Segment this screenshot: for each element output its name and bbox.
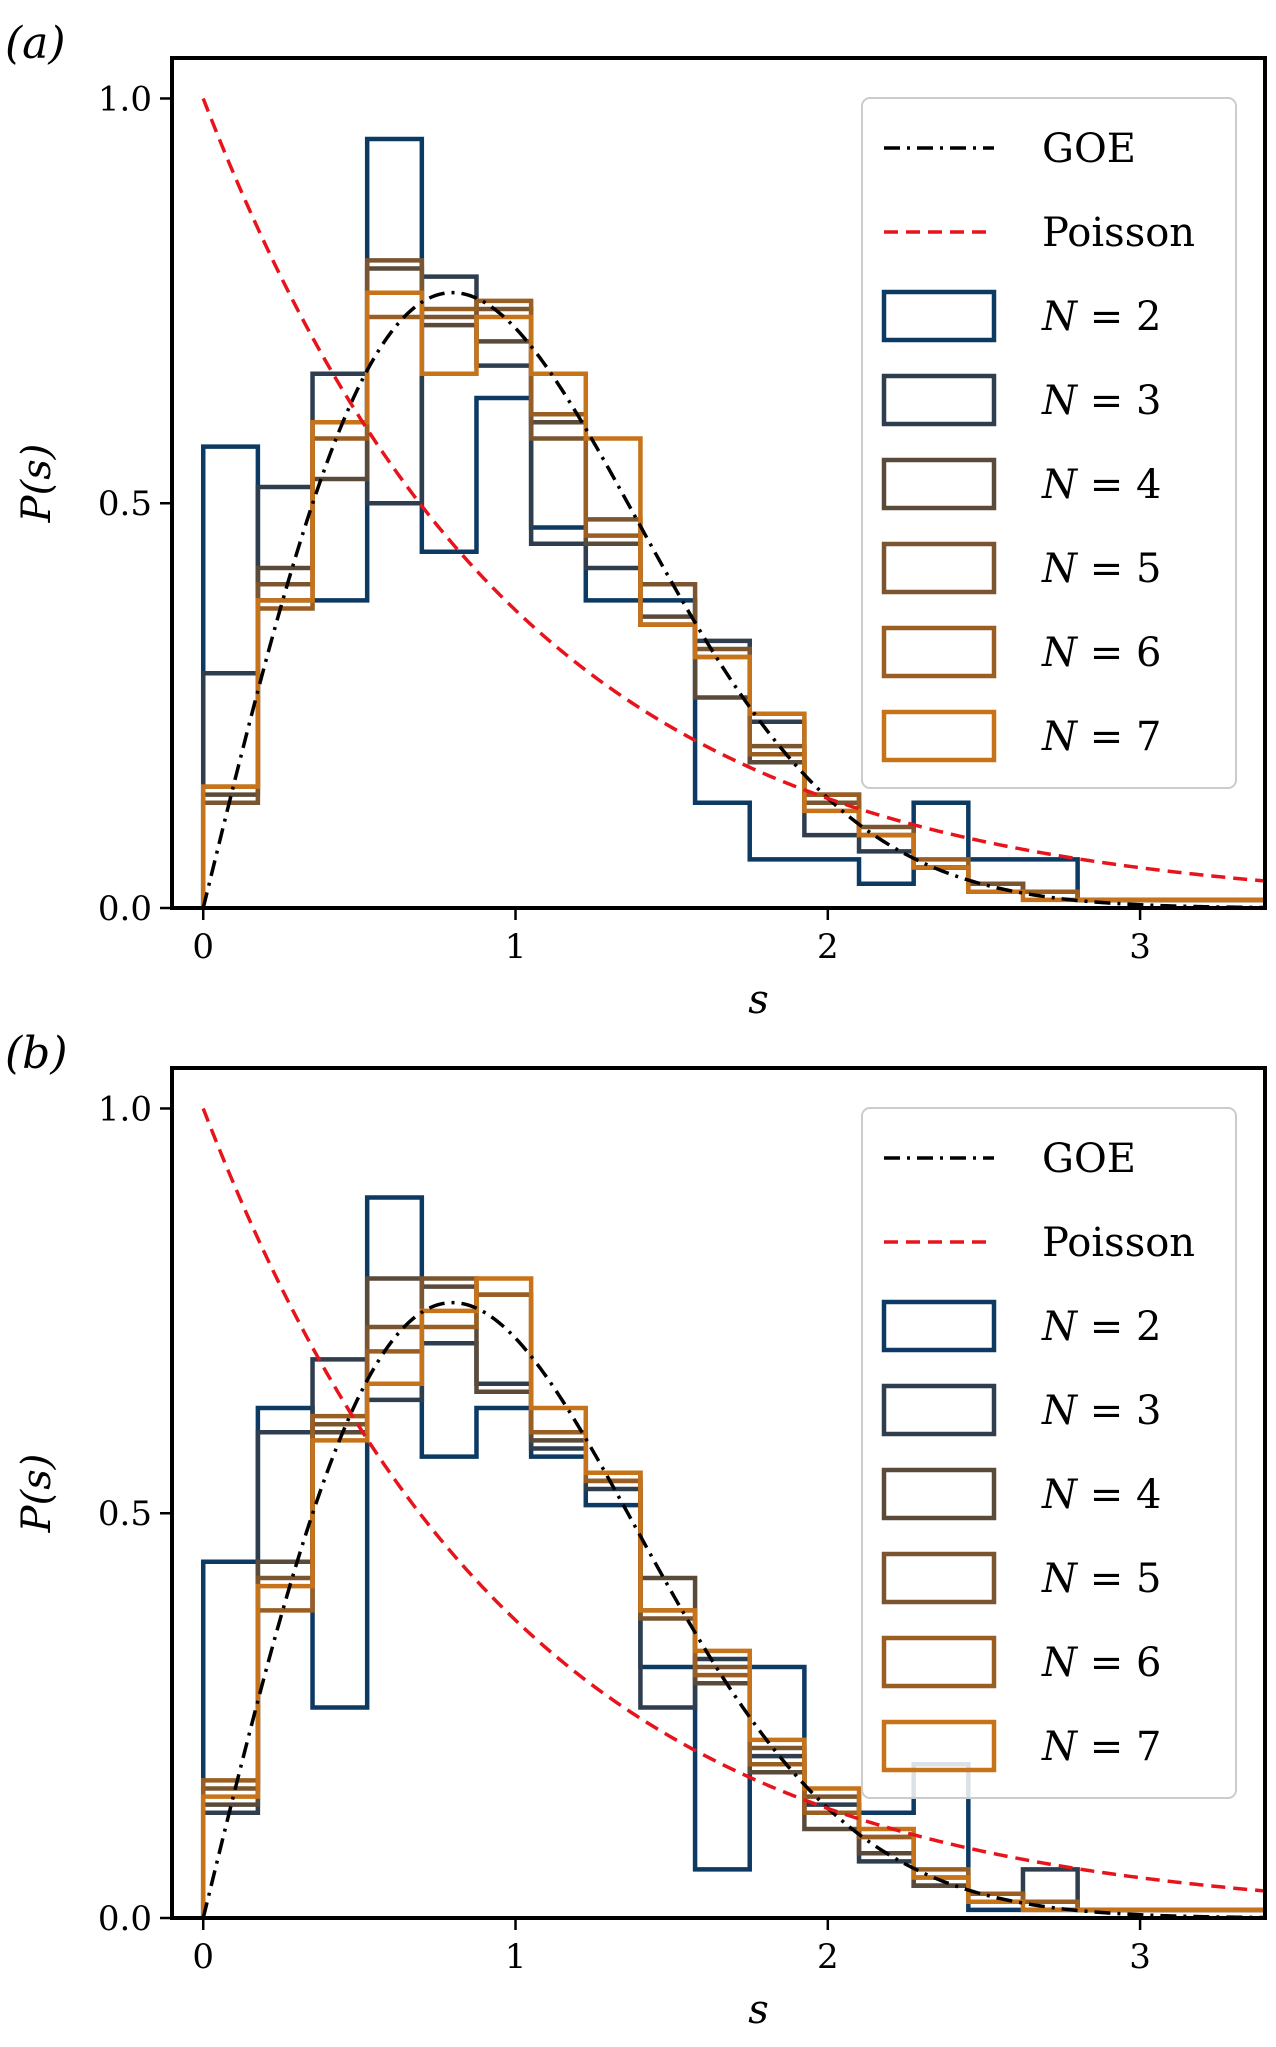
legend-series-swatch — [881, 1719, 997, 1773]
x-tick-label: 0 — [192, 927, 214, 967]
y-tick-label: 1.0 — [98, 79, 152, 119]
legend-series-label: N = 5 — [1041, 546, 1161, 592]
plot-area — [200, 1107, 1265, 1918]
y-tick-label: 1.0 — [98, 1089, 152, 1129]
legend-series-swatch — [881, 1551, 997, 1605]
panel-label: (b) — [5, 1028, 68, 1079]
legend-series-label: N = 6 — [1041, 1640, 1161, 1686]
legend-box — [861, 97, 1237, 789]
x-tick-label: 2 — [817, 927, 839, 967]
poisson-curve — [201, 1107, 1265, 1893]
x-tick-label: 2 — [817, 1937, 839, 1977]
axes-frame — [170, 1066, 1267, 1920]
legend-series-swatch — [881, 1635, 997, 1689]
y-axis-label: P(s) — [14, 444, 60, 524]
x-tick-label: 1 — [505, 1937, 527, 1977]
x-tick-label: 1 — [505, 927, 527, 967]
legend-series-label: N = 4 — [1041, 462, 1161, 508]
legend-series-label: N = 7 — [1041, 714, 1161, 760]
panel-a: 0 1 2 3 0.0 0.5 1.0 s P(s) (a) GOE Poisson N = 2 N = … — [5, 18, 1267, 1023]
x-tick-label: 0 — [192, 1937, 214, 1977]
legend-goe-label: GOE — [1042, 1136, 1136, 1182]
histogram-series-n7 — [200, 290, 1265, 908]
legend-poisson-label: Poisson — [1042, 210, 1195, 256]
legend-series-swatch — [881, 625, 997, 679]
legend-box — [861, 1107, 1237, 1799]
y-tick-label: 0.5 — [98, 484, 152, 524]
legend-series-label: N = 4 — [1041, 1472, 1161, 1518]
legend-series-swatch — [881, 709, 997, 763]
legend-series-swatch — [881, 1299, 997, 1353]
legend-series-swatch — [881, 1467, 997, 1521]
legend: GOE Poisson N = 2 N = 3 N = 4 N = 5 N = 6 N = 7 — [861, 1107, 1237, 1799]
legend-series-swatch — [881, 289, 997, 343]
legend-poisson-label: Poisson — [1042, 1220, 1195, 1266]
x-tick-label: 3 — [1129, 927, 1151, 967]
legend-series-label: N = 3 — [1041, 378, 1161, 424]
y-tick-label: 0.0 — [98, 889, 152, 929]
x-tick-label: 3 — [1129, 1937, 1151, 1977]
axes-frame — [170, 56, 1267, 910]
poisson-curve — [201, 97, 1265, 883]
legend-series-label: N = 3 — [1041, 1388, 1161, 1434]
y-tick-label: 0.0 — [98, 1899, 152, 1939]
panel-label: (a) — [5, 18, 66, 69]
legend-series-swatch — [881, 541, 997, 595]
y-tick-label: 0.5 — [98, 1494, 152, 1534]
legend-series-label: N = 6 — [1041, 630, 1161, 676]
panel-b: 0 1 2 3 0.0 0.5 1.0 s P(s) (b) GOE Poisson N = 2 N = … — [5, 1028, 1267, 2033]
plot-area — [200, 97, 1265, 908]
x-axis-label: s — [748, 977, 769, 1023]
legend: GOE Poisson N = 2 N = 3 N = 4 N = 5 N = 6 N = 7 — [861, 97, 1237, 789]
legend-series-label: N = 2 — [1041, 294, 1161, 340]
y-axis-label: P(s) — [14, 1454, 60, 1534]
legend-series-swatch — [881, 457, 997, 511]
legend-series-label: N = 2 — [1041, 1304, 1161, 1350]
legend-series-swatch — [881, 1383, 997, 1437]
legend-series-label: N = 5 — [1041, 1556, 1161, 1602]
legend-goe-label: GOE — [1042, 126, 1136, 172]
x-axis-label: s — [748, 1987, 769, 2033]
legend-series-swatch — [881, 373, 997, 427]
legend-series-label: N = 7 — [1041, 1724, 1161, 1770]
